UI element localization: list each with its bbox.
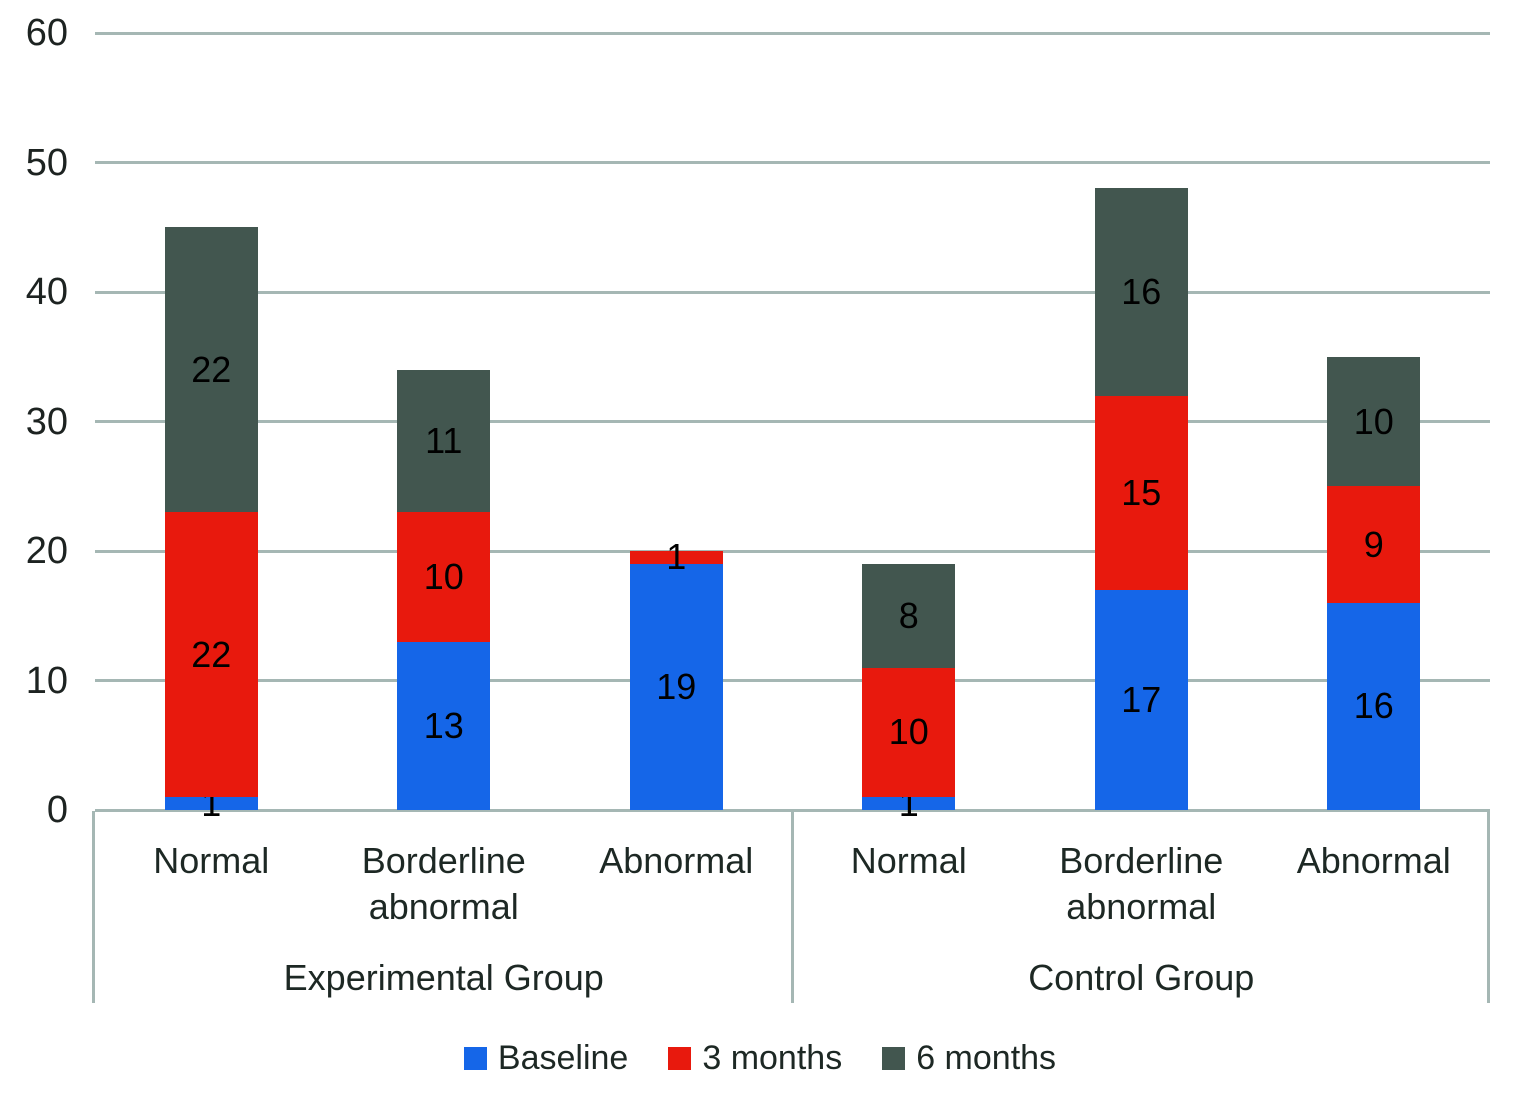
category-label: Normal — [850, 840, 967, 881]
group-label: Control Group — [1028, 957, 1255, 998]
bar-segment-3-months — [164, 512, 258, 798]
segment-label: 17 — [1121, 678, 1162, 720]
axis-box-edge-line — [1487, 811, 1490, 1003]
bar-segment-6-months — [1327, 356, 1421, 487]
gridline-y-50 — [95, 161, 1490, 164]
y-tick-label: 10 — [25, 659, 68, 702]
category-label: Abnormal — [1296, 840, 1451, 881]
legend-item-baseline: Baseline — [463, 1039, 629, 1077]
legend-label: 6 months — [916, 1039, 1057, 1077]
gridline-y-30 — [95, 420, 1490, 423]
gridline-y-40 — [95, 290, 1490, 294]
legend: Baseline 3 months 6 months — [0, 1040, 1520, 1076]
y-tick-label: 30 — [25, 400, 68, 443]
bar-segment-3-months — [629, 551, 723, 564]
segment-label: 11 — [425, 419, 463, 461]
segment-label: 16 — [1353, 685, 1394, 727]
bar-segment-baseline — [862, 797, 956, 810]
category-label: Abnormal — [599, 840, 754, 881]
bar-segment-3-months — [862, 667, 956, 798]
legend-item-6-months: 6 months — [882, 1040, 1056, 1076]
y-tick-label: 60 — [25, 12, 68, 54]
gridline-y-10 — [95, 679, 1490, 682]
segment-label: 22 — [191, 348, 232, 390]
category-label: Normal — [153, 840, 270, 881]
segment-label: 10 — [423, 555, 464, 597]
bar-segment-6-months — [397, 369, 491, 513]
baseline-swatch-icon — [463, 1046, 487, 1070]
category-label: Borderline abnormal — [1059, 840, 1224, 927]
axis-box-edge-line — [92, 811, 95, 1003]
legend-label: Baseline — [497, 1039, 629, 1077]
group-divider-line — [791, 811, 794, 1003]
y-tick-label: 20 — [25, 530, 68, 572]
segment-label: 22 — [191, 633, 232, 675]
segment-label: 13 — [423, 704, 464, 746]
segment-label: 1 — [666, 536, 687, 578]
category-label: Borderline abnormal — [361, 840, 526, 927]
6-months-swatch-icon — [882, 1046, 906, 1070]
bar-segment-6-months — [862, 563, 956, 668]
y-tick-label: 40 — [25, 271, 68, 313]
gridline-y-60 — [95, 31, 1490, 35]
segment-label: 10 — [888, 711, 929, 753]
legend-item-3-months: 3 months — [668, 1040, 842, 1076]
y-tick-label: 50 — [25, 141, 68, 184]
bar-segment-baseline — [629, 563, 723, 810]
bar-segment-3-months — [1327, 486, 1421, 603]
bar-segment-6-months — [164, 227, 258, 513]
bar-segment-6-months — [1094, 188, 1188, 396]
group-label: Experimental Group — [283, 957, 604, 998]
bar-segment-3-months — [397, 512, 491, 642]
segment-label: 9 — [1363, 523, 1384, 565]
bar-segment-baseline — [164, 797, 258, 810]
gridline-y-20 — [95, 549, 1490, 553]
bar-segment-baseline — [1094, 589, 1188, 810]
segment-label: 19 — [656, 665, 697, 707]
gridline-y-0 — [95, 808, 1490, 812]
segment-label: 15 — [1121, 471, 1162, 513]
y-tick-label: 0 — [46, 789, 68, 831]
segment-label: 10 — [1353, 400, 1394, 442]
segment-label: 8 — [898, 594, 919, 636]
bar-segment-3-months — [1094, 395, 1188, 590]
3-months-swatch-icon — [668, 1046, 692, 1070]
segment-label: 16 — [1121, 271, 1162, 312]
bar-segment-baseline — [1327, 602, 1421, 810]
legend-label: 3 months — [702, 1039, 843, 1077]
bar-segment-baseline — [397, 641, 491, 810]
